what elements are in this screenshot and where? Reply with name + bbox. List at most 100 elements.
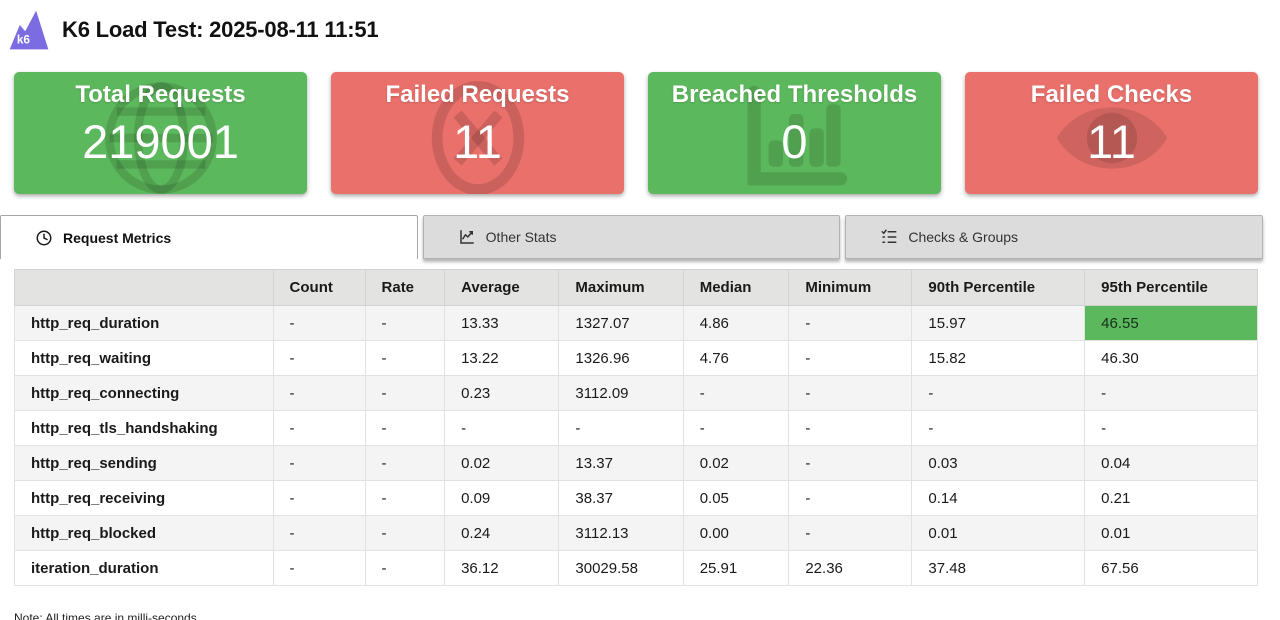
- metric-value-cell: 1327.07: [558, 305, 684, 341]
- metric-value-cell: -: [364, 550, 446, 586]
- line-chart-icon: [459, 230, 474, 244]
- metrics-table-body: http_req_duration - -13.33 1327.07 4.86-15.9…: [14, 305, 1258, 586]
- metric-value-cell: 0.21: [1084, 480, 1258, 516]
- metric-value-cell: 0.24: [444, 515, 560, 551]
- table-row: http_req_tls_handshaking - - - - - - - -: [14, 410, 1258, 446]
- metric-value-cell: 0.05: [682, 480, 790, 516]
- metric-value-cell: 0.04: [1084, 445, 1258, 481]
- metric-value-cell: 22.36: [788, 550, 913, 586]
- metric-value-cell: -: [364, 480, 446, 516]
- metric-value-cell: -: [788, 515, 913, 551]
- metric-value-cell: -: [272, 550, 366, 586]
- svg-text:k6: k6: [17, 33, 31, 46]
- metric-value-cell: -: [911, 410, 1086, 446]
- metric-value-cell: -: [1084, 375, 1258, 411]
- card-value: 11: [1087, 115, 1136, 168]
- metric-value-cell: -: [272, 305, 366, 341]
- tab-label: Other Stats: [485, 229, 557, 245]
- metric-value-cell: 46.30: [1084, 340, 1258, 376]
- metric-value-cell: 0.00: [682, 515, 790, 551]
- metric-value-cell: -: [682, 410, 790, 446]
- metric-value-cell: -: [272, 480, 366, 516]
- metric-value-cell: 4.86: [682, 305, 790, 341]
- table-row: http_req_blocked - -0.24 3112.13 0.00-0.01 0.…: [14, 515, 1258, 551]
- card-title: Failed Checks: [1030, 81, 1193, 108]
- card-title: Breached Thresholds: [671, 81, 918, 108]
- metric-value-cell: -: [444, 410, 560, 446]
- metric-value-cell: -: [364, 515, 446, 551]
- metric-value-cell: -: [788, 445, 913, 481]
- metric-value-cell: -: [272, 515, 366, 551]
- column-header-rate: Rate: [364, 269, 446, 306]
- metric-value-cell: -: [682, 375, 790, 411]
- column-header-median: Median: [682, 269, 790, 306]
- metric-value-cell: -: [788, 480, 913, 516]
- metric-value-cell: 67.56: [1084, 550, 1258, 586]
- metric-value-cell: -: [272, 445, 366, 481]
- tab-checks-groups[interactable]: Checks & Groups: [845, 215, 1264, 259]
- metric-value-cell: -: [364, 340, 446, 376]
- column-header-count: Count: [272, 269, 366, 306]
- metric-name-cell: http_req_duration: [14, 305, 274, 341]
- tab-bar: Request Metrics Other Stats Checks & Gro…: [0, 215, 1264, 259]
- metric-value-cell: 13.37: [558, 445, 684, 481]
- metric-value-cell: -: [788, 375, 913, 411]
- column-header-maximum: Maximum: [558, 269, 684, 306]
- metrics-table: Count Rate Average Maximum Median Minimu…: [14, 269, 1258, 586]
- metric-value-cell: 30029.58: [558, 550, 684, 586]
- card-total-requests: Total Requests 219001: [14, 72, 307, 194]
- checklist-icon: [881, 229, 897, 243]
- metric-name-cell: http_req_waiting: [14, 340, 274, 376]
- metric-name-cell: http_req_receiving: [14, 480, 274, 516]
- card-title: Failed Requests: [385, 81, 570, 108]
- metric-value-cell: 25.91: [682, 550, 790, 586]
- table-row: iteration_duration - -36.12 30029.58 25.91 22…: [14, 550, 1258, 586]
- metric-value-cell: 4.76: [682, 340, 790, 376]
- units-note: Note: All times are in milli-seconds: [14, 611, 197, 620]
- metric-value-cell: -: [364, 375, 446, 411]
- metric-value-cell: 15.97: [911, 305, 1086, 341]
- card-value: 0: [781, 115, 808, 168]
- metric-value-cell: 3112.09: [558, 375, 684, 411]
- metric-value-cell: -: [272, 375, 366, 411]
- column-header-metric: [14, 269, 274, 306]
- metric-name-cell: http_req_blocked: [14, 515, 274, 551]
- metric-value-cell: 3112.13: [558, 515, 684, 551]
- page-title: K6 Load Test: 2025-08-11 11:51: [62, 17, 379, 42]
- card-failed-requests: Failed Requests 11: [331, 72, 624, 194]
- metric-value-cell: -: [788, 340, 913, 376]
- metric-value-cell: 0.02: [682, 445, 790, 481]
- clock-icon: [36, 230, 52, 245]
- metric-value-cell: -: [911, 375, 1086, 411]
- tab-other-stats[interactable]: Other Stats: [422, 215, 841, 259]
- metric-value-cell: 0.14: [911, 480, 1086, 516]
- metric-name-cell: http_req_sending: [14, 445, 274, 481]
- metric-value-cell: 46.55: [1084, 305, 1258, 341]
- table-row: http_req_receiving - -0.09 38.37 0.05-0.14 0.…: [14, 480, 1258, 516]
- metric-name-cell: iteration_duration: [14, 550, 274, 586]
- tab-request-metrics[interactable]: Request Metrics: [0, 215, 418, 259]
- metric-name-cell: http_req_connecting: [14, 375, 274, 411]
- metric-value-cell: 38.37: [558, 480, 684, 516]
- metric-value-cell: -: [788, 305, 913, 341]
- table-header-row: Count Rate Average Maximum Median Minimu…: [14, 269, 1258, 306]
- card-value: 219001: [82, 115, 239, 168]
- column-header-90th-percentile: 90th Percentile: [911, 269, 1086, 306]
- metric-value-cell: 13.33: [444, 305, 560, 341]
- stat-cards-row: Total Requests 219001 Failed Requests 11…: [0, 60, 1280, 194]
- column-header-95th-percentile: 95th Percentile: [1084, 269, 1258, 306]
- card-breached-thresholds: Breached Thresholds 0: [648, 72, 941, 194]
- metric-value-cell: -: [558, 410, 684, 446]
- metric-value-cell: 36.12: [444, 550, 560, 586]
- card-title: Total Requests: [75, 81, 246, 108]
- metric-value-cell: 0.02: [444, 445, 560, 481]
- table-row: http_req_sending - -0.02 13.37 0.02-0.03 0.04: [14, 445, 1258, 481]
- metric-value-cell: -: [788, 410, 913, 446]
- metric-value-cell: -: [1084, 410, 1258, 446]
- metric-value-cell: 0.03: [911, 445, 1086, 481]
- tab-label: Checks & Groups: [908, 229, 1019, 245]
- metric-value-cell: -: [364, 410, 446, 446]
- metric-value-cell: 13.22: [444, 340, 560, 376]
- metric-value-cell: -: [364, 445, 446, 481]
- table-row: http_req_waiting - -13.22 1326.96 4.76-15.82…: [14, 340, 1258, 376]
